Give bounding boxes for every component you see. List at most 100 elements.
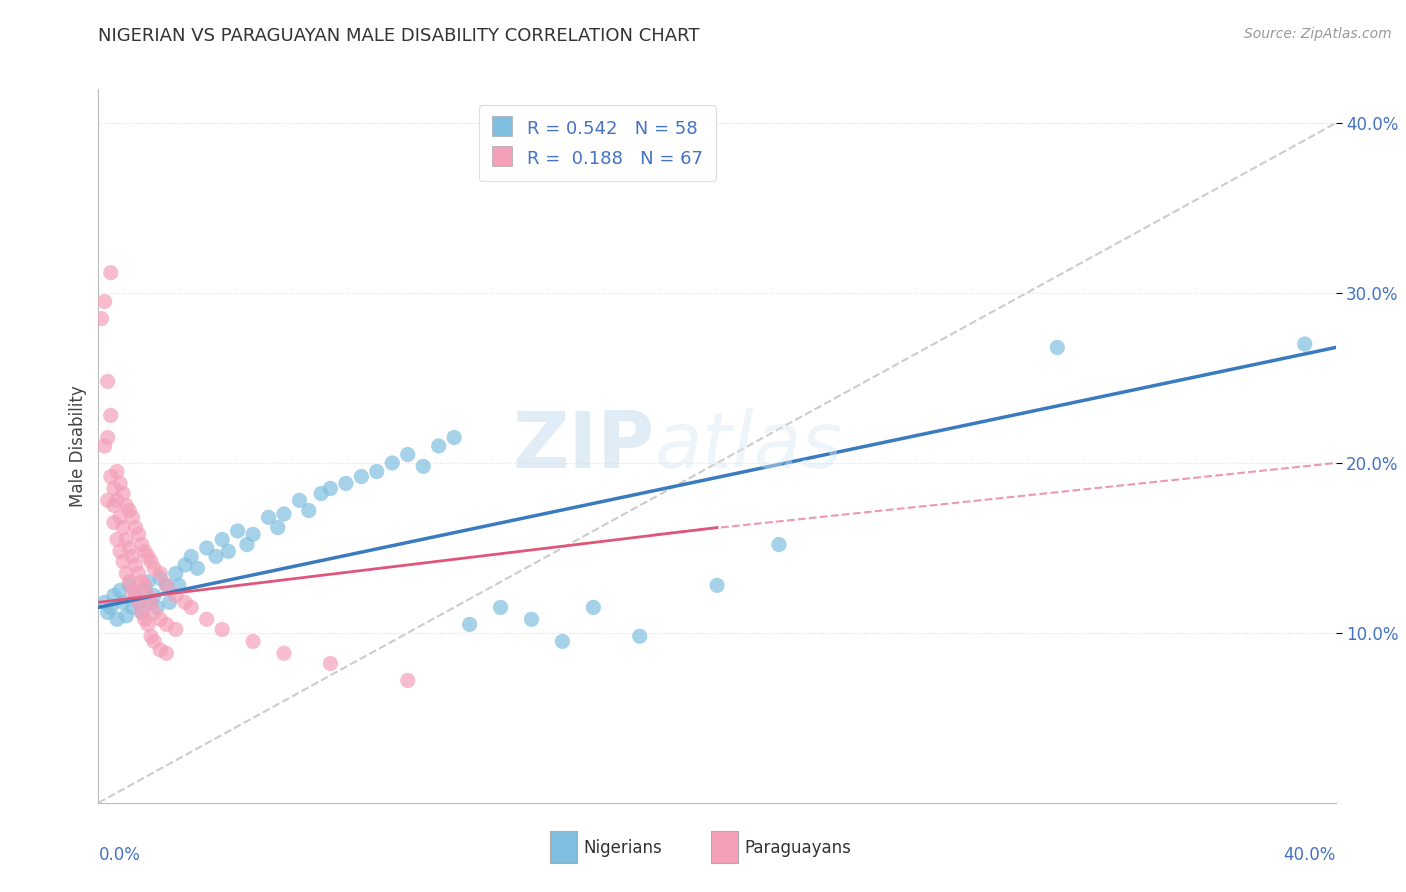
Point (582, 600, 605, 615)
Point (211, 623, 233, 637)
Point (155, 617, 177, 632)
Point (105, 612, 128, 626)
Point (105, 465, 128, 479)
Point (242, 634, 264, 648)
Point (136, 549, 159, 564)
Point (103, 516, 125, 530)
Point (319, 657, 342, 671)
Text: NIGERIAN VS PARAGUAYAN MALE DISABILITY CORRELATION CHART: NIGERIAN VS PARAGUAYAN MALE DISABILITY C… (98, 27, 700, 45)
Point (108, 510, 131, 524)
Text: Source: ZipAtlas.com: Source: ZipAtlas.com (1244, 27, 1392, 41)
Point (93, 439, 115, 453)
Point (136, 589, 159, 603)
Point (335, 476, 357, 491)
Point (134, 583, 156, 598)
Point (149, 566, 172, 581)
Point (159, 595, 181, 609)
Point (112, 520, 135, 534)
Point (131, 606, 153, 620)
Point (128, 595, 150, 609)
Point (103, 589, 125, 603)
Point (180, 600, 202, 615)
Point (381, 456, 404, 470)
Point (105, 493, 128, 508)
Point (155, 646, 177, 660)
Point (288, 493, 311, 508)
Point (112, 555, 135, 569)
Point (396, 673, 419, 688)
Text: ZIP: ZIP (513, 408, 655, 484)
Point (100, 266, 122, 280)
Point (134, 578, 156, 592)
Point (100, 469, 122, 483)
Point (112, 486, 135, 500)
Text: 0.0%: 0.0% (98, 846, 141, 863)
Point (100, 600, 122, 615)
Point (105, 533, 128, 547)
Point (551, 634, 574, 648)
Point (186, 561, 208, 575)
Bar (550, 831, 578, 863)
Point (118, 541, 141, 555)
Point (90, 311, 112, 326)
Point (443, 430, 465, 444)
Point (103, 499, 125, 513)
Text: atlas: atlas (655, 408, 844, 484)
Point (180, 549, 202, 564)
Point (319, 482, 342, 496)
Point (257, 510, 280, 524)
Point (1294, 337, 1316, 351)
Point (139, 555, 162, 569)
Point (174, 558, 197, 572)
Point (100, 409, 122, 423)
Point (195, 612, 218, 626)
Point (115, 608, 138, 623)
Point (217, 544, 239, 558)
Point (427, 439, 450, 453)
Point (118, 578, 141, 592)
Point (93, 294, 115, 309)
Point (124, 589, 146, 603)
Point (165, 566, 187, 581)
Point (1046, 341, 1069, 355)
Point (143, 606, 166, 620)
Point (97, 430, 120, 444)
Point (124, 589, 146, 603)
Bar (711, 831, 738, 863)
Point (267, 520, 290, 534)
Point (174, 595, 197, 609)
Point (195, 541, 218, 555)
Point (167, 578, 190, 592)
Point (136, 574, 159, 589)
Point (134, 544, 156, 558)
Point (236, 537, 259, 551)
Point (768, 537, 790, 551)
Point (458, 617, 481, 632)
Point (155, 578, 177, 592)
Point (309, 486, 332, 500)
Point (143, 561, 166, 575)
Point (103, 482, 125, 496)
Point (128, 527, 150, 541)
Point (97, 606, 120, 620)
Point (628, 629, 651, 643)
Point (226, 524, 249, 538)
Y-axis label: Male Disability: Male Disability (69, 385, 87, 507)
Point (273, 507, 295, 521)
Point (124, 558, 146, 572)
Point (97, 375, 120, 389)
Point (136, 617, 159, 632)
Point (115, 499, 138, 513)
Point (108, 476, 131, 491)
Point (366, 465, 388, 479)
Point (211, 533, 233, 547)
Point (131, 537, 153, 551)
Point (149, 612, 172, 626)
Point (121, 549, 143, 564)
Legend: R = 0.542   N = 58, R =  0.188   N = 67: R = 0.542 N = 58, R = 0.188 N = 67 (478, 105, 716, 181)
Point (350, 469, 373, 483)
Point (115, 533, 138, 547)
Point (298, 503, 321, 517)
Point (134, 612, 156, 626)
Point (155, 578, 177, 592)
